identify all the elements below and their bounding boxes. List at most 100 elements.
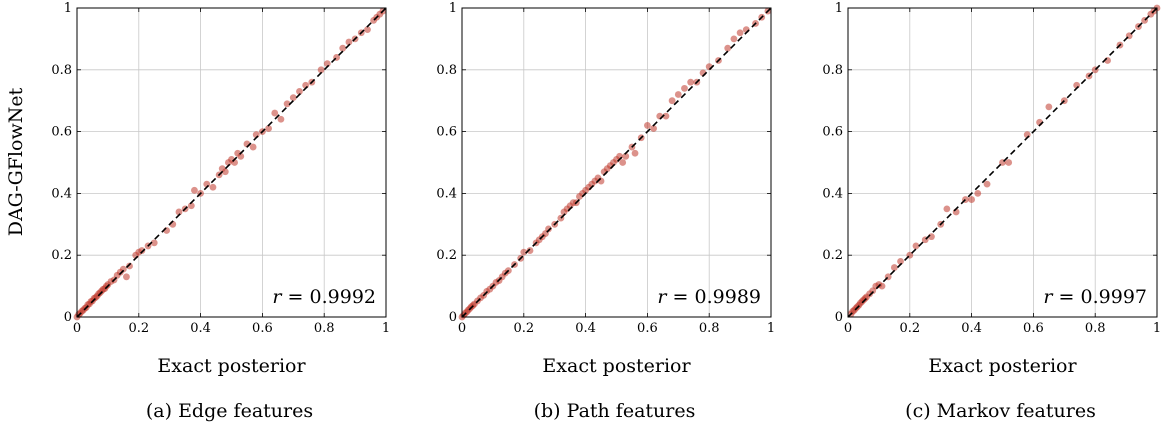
data-point: [187, 202, 195, 210]
data-point: [674, 91, 682, 98]
x-axis-label: Exact posterior: [542, 355, 691, 377]
panel-caption: (c) Markov features: [905, 400, 1096, 422]
data-point: [545, 225, 552, 233]
data-point: [520, 248, 528, 256]
data-point: [138, 247, 146, 254]
x-tick-label: 0.6: [1023, 321, 1044, 336]
y-tick-label: 0.4: [822, 186, 843, 201]
y-tick-label: 0: [64, 310, 72, 325]
correlation-label: r = 0.9992: [272, 286, 376, 308]
panel-caption: (b) Path features: [534, 400, 696, 422]
panel-caption: (a) Edge features: [146, 400, 313, 422]
data-point: [668, 97, 676, 105]
data-point: [619, 159, 627, 166]
x-tick-label: 0.6: [637, 321, 658, 336]
data-point: [323, 60, 331, 68]
y-tick-label: 1: [835, 1, 843, 16]
axes-frame: [847, 7, 1158, 318]
axes-frame: [461, 7, 772, 318]
y-tick-label: 0.2: [822, 248, 843, 263]
data-point: [897, 257, 904, 265]
data-point: [890, 264, 898, 271]
y-tick-label: 1: [449, 1, 457, 16]
data-point: [191, 186, 198, 194]
x-tick-label: 1: [382, 321, 390, 336]
data-point: [289, 94, 297, 102]
x-tick-label: 0.6: [252, 321, 273, 336]
data-point: [526, 247, 534, 254]
panel-edge-features: 0 0.2 0.4 0.6 0.8 1 0 0.2 0.4 0.6 0.8 1 r = 0.9992 Ex…: [51, 1, 390, 422]
data-point: [296, 88, 303, 95]
y-tick-label: 0.6: [822, 125, 843, 140]
identity-line: [461, 7, 772, 318]
data-point: [662, 112, 670, 120]
data-point: [631, 149, 639, 157]
x-tick-label: 0.2: [899, 321, 920, 336]
data-point: [912, 242, 920, 250]
y-tick-label: 1: [64, 1, 72, 16]
x-tick-label: 0: [458, 321, 466, 336]
data-point: [724, 44, 732, 52]
x-tick-label: 0.4: [575, 321, 596, 336]
y-tick-label: 0.4: [436, 186, 457, 201]
data-point: [119, 265, 127, 273]
x-tick-label: 0.4: [961, 321, 982, 336]
data-point: [622, 152, 630, 160]
y-tick-label: 0: [835, 310, 843, 325]
data-point: [339, 44, 347, 52]
data-point: [650, 125, 657, 132]
data-point: [150, 239, 158, 247]
data-point: [221, 168, 229, 176]
x-tick-label: 0.2: [513, 321, 534, 336]
correlation-label: r = 0.9997: [1043, 286, 1147, 308]
y-tick-label: 0.8: [436, 63, 457, 78]
y-tick-label: 0.8: [822, 63, 843, 78]
y-tick-label: 0.6: [436, 125, 457, 140]
y-tick-label: 0.4: [51, 186, 72, 201]
x-tick-label: 0.4: [190, 321, 211, 336]
y-tick-label: 0.6: [51, 125, 72, 140]
data-point: [126, 262, 133, 270]
data-point: [209, 183, 217, 191]
data-point: [345, 38, 353, 46]
x-axis-label: Exact posterior: [157, 355, 306, 377]
data-point: [317, 66, 325, 74]
x-tick-label: 0: [844, 321, 852, 336]
data-point: [265, 125, 272, 132]
data-point: [644, 122, 651, 129]
data-point: [283, 100, 291, 108]
x-tick-label: 0: [73, 321, 81, 336]
data-point: [364, 26, 371, 34]
data-point: [249, 143, 257, 151]
panel-markov-features: 0 0.2 0.4 0.6 0.8 1 0 0.2 0.4 0.6 0.8 1 r = 0.9997 Ex…: [822, 1, 1161, 422]
identity-line: [847, 7, 1158, 318]
data-point: [237, 152, 245, 160]
x-tick-label: 0.2: [128, 321, 149, 336]
data-point: [271, 109, 279, 117]
data-point: [974, 190, 982, 197]
data-point: [983, 180, 991, 188]
data-point: [1005, 159, 1013, 166]
data-point: [943, 205, 951, 213]
x-tick-label: 0.8: [314, 321, 335, 336]
y-axis-label: DAG-GFlowNet: [5, 87, 27, 236]
x-tick-label: 1: [767, 321, 775, 336]
data-point: [175, 208, 183, 216]
x-tick-label: 0.8: [699, 321, 720, 336]
y-tick-label: 0.8: [51, 63, 72, 78]
data-point: [687, 78, 695, 86]
x-tick-label: 1: [1153, 321, 1161, 336]
data-point: [736, 29, 744, 37]
y-tick-label: 0.2: [436, 248, 457, 263]
y-tick-label: 0.2: [51, 248, 72, 263]
data-point: [277, 115, 285, 123]
panel-path-features: 0 0.2 0.4 0.6 0.8 1 0 0.2 0.4 0.6 0.8 1 r = 0.9989 Ex…: [436, 1, 775, 422]
data-point: [730, 35, 738, 43]
y-tick-label: 0: [449, 310, 457, 325]
axes-frame: [76, 7, 387, 318]
data-point: [123, 273, 130, 281]
identity-line: [76, 7, 387, 318]
x-tick-label: 0.8: [1085, 321, 1106, 336]
data-point: [968, 196, 975, 203]
